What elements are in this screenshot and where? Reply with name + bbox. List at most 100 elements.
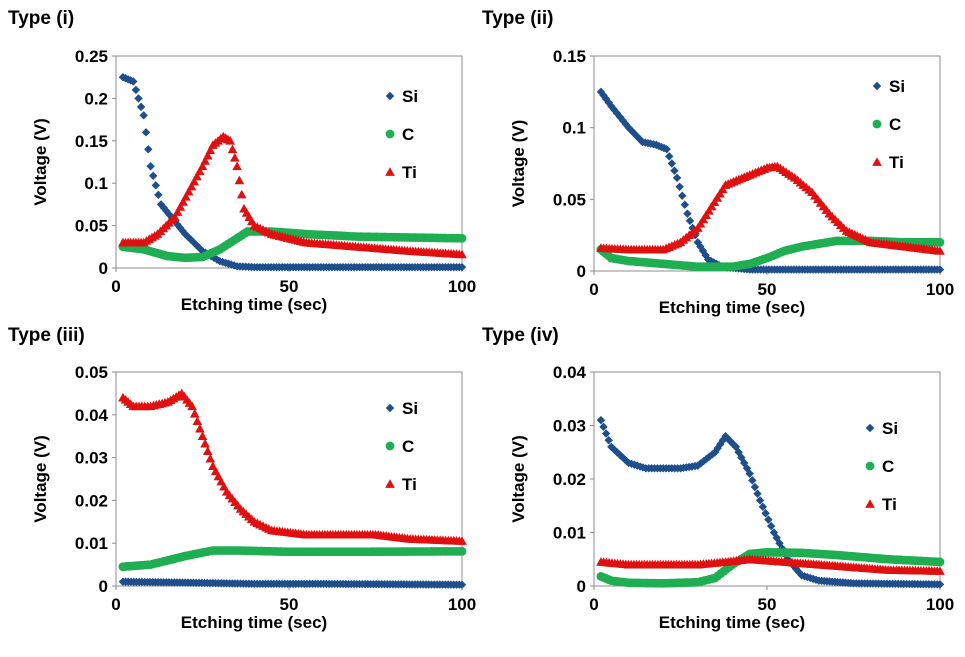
y-tick-label: 0.1 <box>84 174 108 193</box>
legend-label-si: Si <box>889 77 905 96</box>
panel-title: Type (ii) <box>482 8 553 29</box>
y-tick-label: 0.01 <box>553 524 586 543</box>
y-tick-label: 0.02 <box>75 491 108 510</box>
data-point-ti <box>189 408 200 418</box>
data-point-si <box>607 101 616 111</box>
data-point-si <box>794 567 804 577</box>
data-point-si <box>596 415 606 425</box>
data-point-si <box>713 444 722 453</box>
x-axis-label: Etching time (sec) <box>659 613 805 632</box>
y-tick-label: 0.04 <box>553 363 587 382</box>
data-point-si <box>131 85 141 95</box>
series-c <box>118 546 467 572</box>
data-point-si <box>734 448 743 457</box>
y-tick-label: 0.04 <box>75 406 109 425</box>
data-point-si <box>675 182 684 191</box>
data-point-si <box>705 452 714 461</box>
data-point-si <box>604 436 613 445</box>
data-point-ti <box>186 181 197 191</box>
data-point-ti <box>236 189 247 199</box>
y-tick-label: 0.2 <box>84 89 108 108</box>
data-point-si <box>604 98 613 107</box>
data-point-si <box>601 429 611 438</box>
data-point-ti <box>170 212 180 221</box>
y-tick-label: 0.05 <box>75 363 108 382</box>
y-tick-label: 0.05 <box>553 190 586 209</box>
data-point-si <box>693 238 702 247</box>
data-point-si <box>670 166 679 175</box>
data-point-si <box>753 489 762 498</box>
x-tick-label: 50 <box>280 595 299 614</box>
legend-marker-ti <box>872 157 882 166</box>
data-point-si <box>702 454 711 464</box>
series-ti <box>118 388 467 545</box>
series-si <box>596 415 945 589</box>
legend-marker-c <box>865 461 875 471</box>
legend-marker-c <box>872 119 882 129</box>
legend-label-ti: Ti <box>402 475 417 494</box>
x-axis-label: Etching time (sec) <box>659 298 805 317</box>
legend-label-si: Si <box>882 419 898 438</box>
legend-label-c: C <box>402 125 414 144</box>
x-tick-label: 100 <box>926 280 954 299</box>
legend-marker-ti <box>865 499 875 508</box>
data-point-si <box>665 152 674 161</box>
data-point-ti <box>172 207 183 216</box>
legend-marker-si <box>872 81 882 91</box>
panel-title: Type (iii) <box>8 325 85 346</box>
y-tick-label: 0.01 <box>75 534 108 553</box>
data-point-si <box>607 442 616 452</box>
data-point-si <box>615 112 625 122</box>
data-point-si <box>693 461 702 470</box>
data-point-ti <box>192 171 202 181</box>
data-point-si <box>457 262 467 272</box>
data-point-si <box>139 111 148 120</box>
series-ti <box>596 161 945 255</box>
data-point-si <box>721 432 730 441</box>
data-point-ti <box>197 431 208 441</box>
data-point-si <box>766 521 776 531</box>
legend-label-ti: Ti <box>402 163 417 182</box>
y-tick-label: 0.15 <box>553 47 586 66</box>
data-point-si <box>129 77 138 86</box>
x-tick-label: 100 <box>926 595 954 614</box>
x-tick-label: 100 <box>448 595 476 614</box>
data-point-si <box>151 181 160 190</box>
data-point-si <box>703 255 713 264</box>
legend-label-ti: Ti <box>882 495 897 514</box>
y-axis-label: Voltage (V) <box>31 118 50 206</box>
data-point-ti <box>187 401 197 411</box>
data-point-c <box>935 237 945 247</box>
legend-marker-c <box>385 441 395 451</box>
data-point-ti <box>232 161 242 171</box>
data-point-si <box>144 145 153 154</box>
data-point-ti <box>175 202 186 211</box>
data-point-ti <box>194 166 205 176</box>
data-point-ti <box>205 145 216 155</box>
data-point-ti <box>200 438 210 448</box>
data-point-si <box>750 482 760 492</box>
data-point-si <box>672 173 682 183</box>
data-point-si <box>615 450 625 460</box>
x-tick-label: 0 <box>589 595 598 614</box>
legend-label-c: C <box>882 457 894 476</box>
y-tick-label: 0.03 <box>553 417 586 436</box>
data-point-si <box>761 509 770 518</box>
x-axis-label: Etching time (sec) <box>181 295 327 314</box>
data-point-si <box>457 580 467 589</box>
x-axis-label: Etching time (sec) <box>181 613 327 632</box>
data-point-si <box>726 437 735 446</box>
data-point-ti <box>225 136 235 145</box>
x-tick-label: 50 <box>280 277 299 296</box>
y-tick-label: 0.1 <box>562 119 586 138</box>
series-c <box>596 547 945 588</box>
x-tick-label: 0 <box>111 595 120 614</box>
data-point-ti <box>189 176 199 186</box>
chart-panel-type-iii: Type (iii) 0 0.01 0.02 0.03 0.04 0.05 0 50 100 Etc… <box>8 325 476 632</box>
data-point-si <box>680 200 690 209</box>
y-tick-label: 0.02 <box>553 470 586 489</box>
data-point-ti <box>183 186 194 196</box>
data-point-si <box>627 126 636 135</box>
y-axis-label: Voltage (V) <box>509 435 528 523</box>
data-point-si <box>624 123 633 132</box>
